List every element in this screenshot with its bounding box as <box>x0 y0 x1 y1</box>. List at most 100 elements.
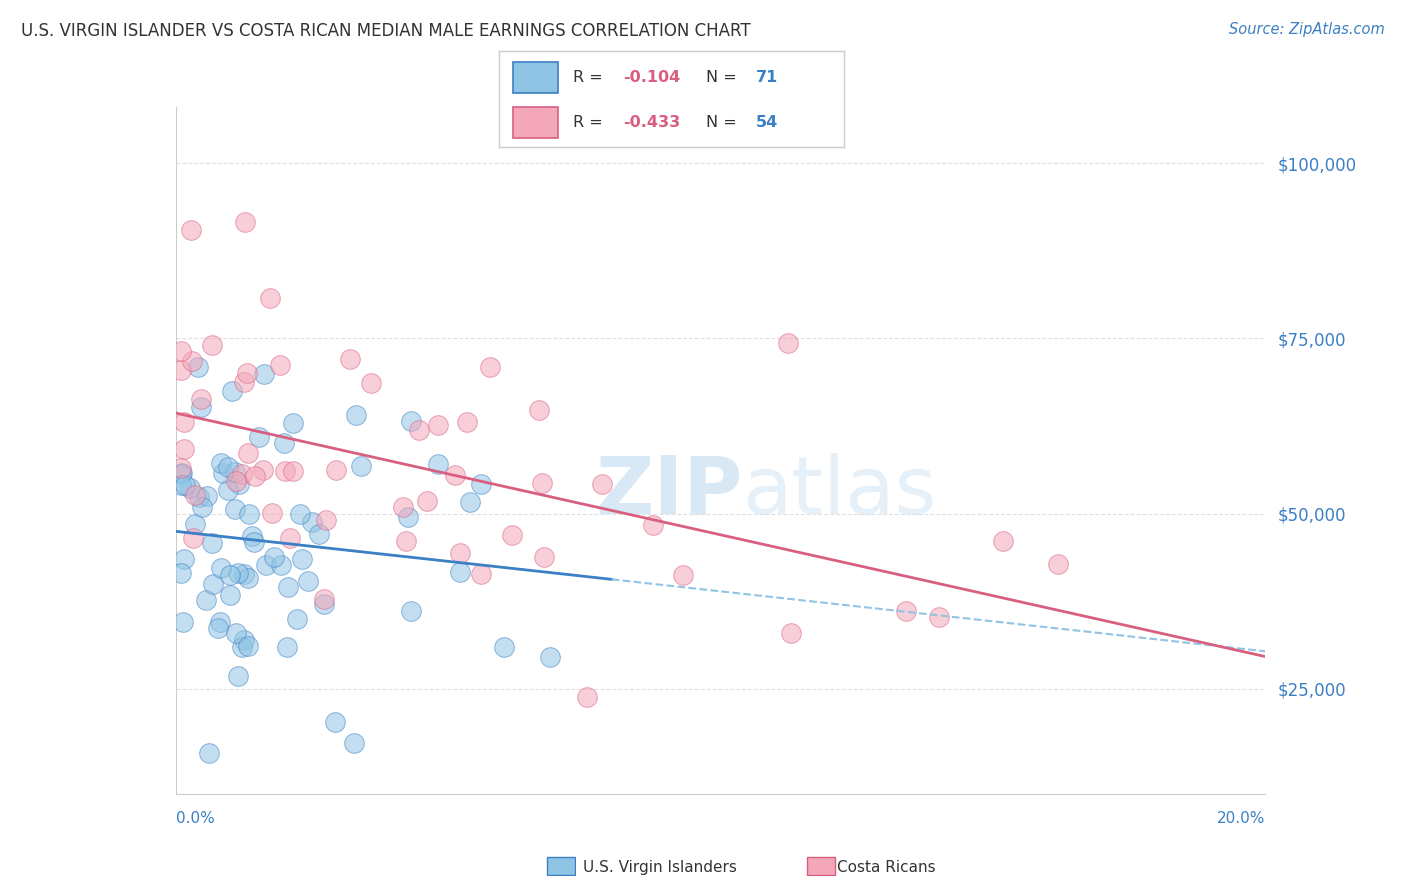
Point <box>238 640 260 654</box>
FancyBboxPatch shape <box>513 62 558 94</box>
Point <box>231 467 253 482</box>
Point <box>209 615 232 629</box>
Point <box>184 488 207 502</box>
Point <box>325 715 347 730</box>
Text: R =: R = <box>574 70 607 86</box>
Point <box>218 588 240 602</box>
Point <box>238 507 260 521</box>
Point <box>301 515 323 529</box>
Point <box>426 417 449 432</box>
Point <box>238 446 260 460</box>
Point <box>314 597 336 611</box>
Point <box>252 463 274 477</box>
Point <box>173 442 195 456</box>
Point <box>225 474 247 488</box>
Point <box>779 626 801 640</box>
Point <box>188 491 211 505</box>
Point <box>198 747 221 761</box>
Point <box>233 633 256 648</box>
Point <box>209 456 232 470</box>
Point <box>190 392 212 406</box>
Text: 71: 71 <box>756 70 778 86</box>
Point <box>456 415 478 429</box>
Point <box>263 549 285 564</box>
Point <box>181 531 204 545</box>
Point <box>170 467 193 482</box>
Point <box>408 424 430 438</box>
Point <box>190 400 212 414</box>
Point <box>173 415 195 429</box>
Point <box>260 506 283 520</box>
Point <box>290 508 312 522</box>
Point <box>991 533 1014 548</box>
Point <box>228 668 250 682</box>
Text: U.S. Virgin Islanders: U.S. Virgin Islanders <box>583 860 737 874</box>
Point <box>197 489 219 503</box>
Point <box>236 366 259 380</box>
Point <box>538 650 561 665</box>
Point <box>427 458 450 472</box>
Point <box>184 516 207 531</box>
FancyBboxPatch shape <box>807 857 835 875</box>
Point <box>170 461 193 475</box>
Point <box>470 566 492 581</box>
Point <box>350 459 373 474</box>
Text: 0.0%: 0.0% <box>176 812 215 826</box>
Text: N =: N = <box>706 115 742 129</box>
Point <box>217 483 239 497</box>
Point <box>231 640 253 655</box>
Point <box>344 408 367 422</box>
Text: atlas: atlas <box>742 452 936 531</box>
Point <box>343 736 366 750</box>
Point <box>224 502 246 516</box>
Point <box>449 546 471 560</box>
Point <box>226 566 249 581</box>
Point <box>247 429 270 443</box>
Text: N =: N = <box>706 70 742 86</box>
Point <box>470 476 492 491</box>
Point <box>531 475 554 490</box>
Point <box>240 529 263 543</box>
Point <box>444 467 467 482</box>
Point <box>242 535 264 549</box>
Point <box>291 552 314 566</box>
Point <box>894 604 917 618</box>
Point <box>360 376 382 390</box>
Point <box>778 335 800 350</box>
Point <box>187 359 209 374</box>
Point <box>217 459 239 474</box>
Point <box>591 477 613 491</box>
Point <box>225 625 247 640</box>
Point <box>278 531 301 545</box>
Point <box>211 466 233 480</box>
Point <box>170 343 193 358</box>
Point <box>1046 558 1069 572</box>
Text: R =: R = <box>574 115 607 129</box>
Point <box>276 640 298 654</box>
Point <box>399 603 422 617</box>
Point <box>396 509 419 524</box>
Point <box>928 610 950 624</box>
Point <box>232 567 254 582</box>
Point <box>401 414 423 428</box>
Text: 54: 54 <box>756 115 778 129</box>
Point <box>285 612 308 626</box>
Point <box>201 337 224 351</box>
Point <box>416 493 439 508</box>
Point <box>172 615 194 629</box>
Point <box>281 464 304 478</box>
Point <box>233 214 256 228</box>
Point <box>277 581 299 595</box>
Point <box>181 353 204 368</box>
Point <box>201 577 224 591</box>
Point <box>224 466 246 480</box>
FancyBboxPatch shape <box>547 857 575 875</box>
Point <box>281 416 304 430</box>
Point <box>449 565 471 579</box>
Text: Source: ZipAtlas.com: Source: ZipAtlas.com <box>1229 22 1385 37</box>
Point <box>170 478 193 492</box>
Point <box>533 549 555 564</box>
Point <box>501 528 523 542</box>
Point <box>270 558 292 572</box>
Point <box>339 351 361 366</box>
